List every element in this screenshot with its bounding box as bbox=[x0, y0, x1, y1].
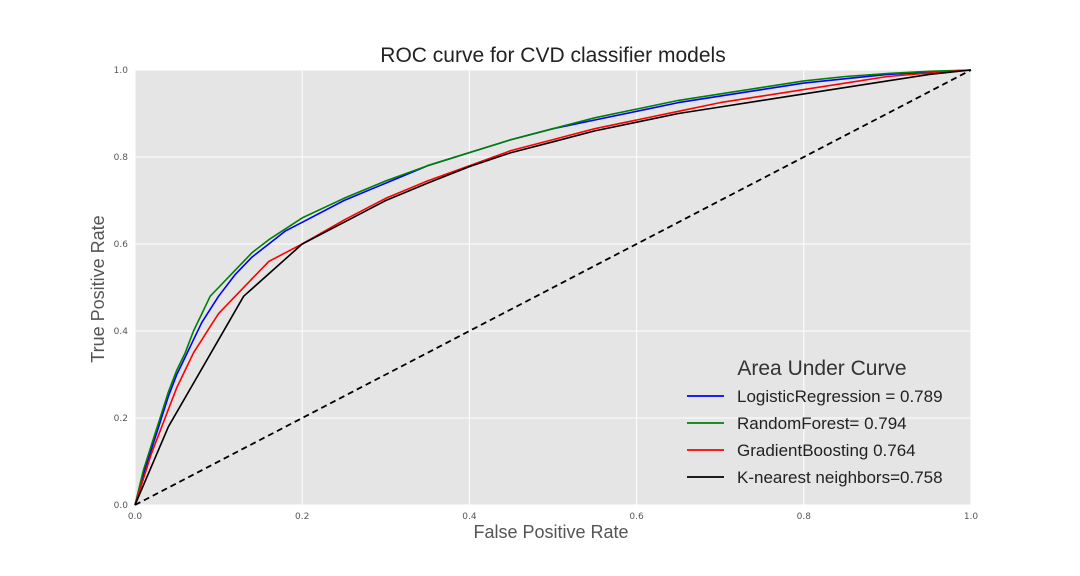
legend-title: Area Under Curve bbox=[737, 357, 906, 380]
legend-label-1: RandomForest= 0.794 bbox=[737, 414, 907, 433]
x-tick-labels: 0.0 0.2 0.4 0.6 0.8 1.0 bbox=[128, 512, 979, 522]
legend-label-3: K-nearest neighbors=0.758 bbox=[737, 468, 943, 487]
series-line-2 bbox=[134, 69, 972, 506]
series-lines bbox=[134, 69, 972, 506]
chance-diagonal-line bbox=[134, 69, 972, 506]
y-tick-labels: 0.0 0.2 0.4 0.6 0.8 1.0 bbox=[114, 66, 129, 511]
x-tick-label: 0.6 bbox=[629, 512, 644, 522]
series-line-3 bbox=[134, 69, 972, 506]
x-tick-label: 0.2 bbox=[295, 512, 309, 522]
x-tick-label: 1.0 bbox=[964, 512, 979, 522]
legend-label-0: LogisticRegression = 0.789 bbox=[737, 387, 943, 406]
y-tick-label: 0.8 bbox=[114, 153, 129, 163]
grid-lines bbox=[134, 69, 972, 506]
x-tick-label: 0.8 bbox=[797, 512, 812, 522]
chart-title: ROC curve for CVD classifier models bbox=[380, 44, 725, 67]
series-line-1 bbox=[134, 69, 972, 506]
y-tick-label: 0.6 bbox=[114, 240, 129, 250]
y-tick-label: 1.0 bbox=[114, 66, 129, 76]
x-tick-label: 0.0 bbox=[128, 512, 143, 522]
legend: Area Under Curve LogisticRegression = 0.… bbox=[687, 357, 943, 487]
y-tick-label: 0.4 bbox=[114, 327, 129, 337]
y-tick-label: 0.2 bbox=[114, 414, 128, 424]
x-axis-label: False Positive Rate bbox=[473, 522, 628, 542]
x-tick-label: 0.4 bbox=[462, 512, 477, 522]
y-tick-label: 0.0 bbox=[114, 501, 129, 511]
legend-label-2: GradientBoosting 0.764 bbox=[737, 441, 916, 460]
series-line-0 bbox=[134, 69, 972, 506]
y-axis-label: True Positive Rate bbox=[88, 215, 108, 362]
diagonal-reference bbox=[134, 69, 972, 506]
